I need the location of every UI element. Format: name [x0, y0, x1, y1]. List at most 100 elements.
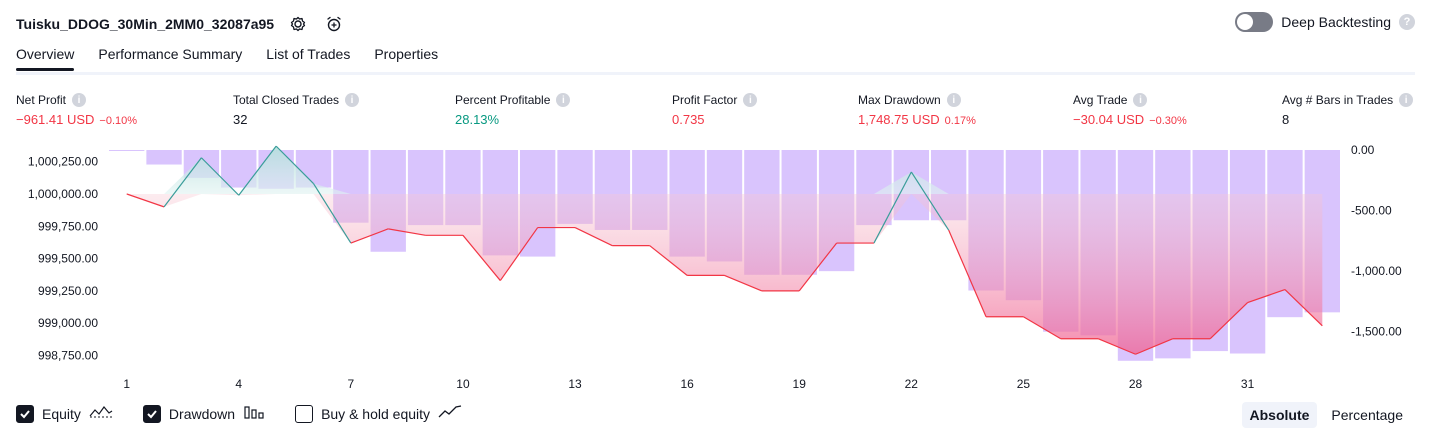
tab-overview[interactable]: Overview: [16, 46, 75, 71]
left-axis-tick: 999,500.00: [38, 252, 98, 266]
metric-avg-trade: Avg Trade i −30.04 USD −0.30%: [1073, 93, 1187, 127]
equity-segment: [910, 171, 950, 231]
metric-percent-profitable: Percent Profitable i 28.13%: [455, 93, 571, 127]
buy-hold-checkbox[interactable]: [295, 404, 314, 423]
legend-drawdown[interactable]: Drawdown: [142, 404, 265, 423]
equity-point: [163, 206, 165, 208]
metric-value: 1,748.75 USD: [858, 112, 940, 127]
x-axis-tick: 1: [123, 377, 130, 391]
equity-point: [1209, 338, 1211, 340]
equity-point: [1284, 289, 1286, 291]
equity-point: [537, 227, 539, 229]
equity-point: [387, 228, 389, 230]
strategy-header: Tuisku_DDOG_30Min_2MM0_32087a95: [16, 10, 346, 38]
equity-point: [911, 171, 913, 173]
equity-segment: [163, 157, 202, 208]
equity-point: [649, 245, 651, 247]
metric-value: 0.735: [672, 112, 705, 127]
equity-segment: [574, 227, 613, 247]
equity-segment: [462, 234, 501, 281]
x-axis-tick: 22: [905, 377, 919, 391]
drawdown-bar: [109, 150, 145, 151]
metric-label: Profit Factor: [672, 93, 738, 107]
metric-value: 32: [233, 112, 248, 127]
metric-net-profit: Net Profit i −961.41 USD −0.10%: [16, 93, 137, 127]
left-axis-tick: 1,000,250.00: [28, 155, 98, 169]
equity-point: [126, 193, 128, 195]
buy-hold-line-icon: [438, 404, 462, 423]
left-axis-tick: 999,750.00: [38, 219, 98, 233]
tab-properties[interactable]: Properties: [374, 46, 439, 62]
left-axis-tick: 1,000,000.00: [28, 187, 98, 201]
equity-segment: [798, 242, 838, 292]
equity-point: [425, 235, 427, 237]
equity-segment: [873, 171, 912, 244]
metric-label: Total Closed Trades: [233, 93, 340, 107]
metric-value: 28.13%: [455, 112, 500, 127]
help-icon[interactable]: i: [345, 93, 360, 107]
equity-point: [238, 194, 240, 196]
drawdown-checkbox[interactable]: [142, 404, 161, 423]
equity-point: [201, 157, 203, 159]
help-icon[interactable]: i: [72, 93, 87, 107]
chart-legend: Equity Drawdown Buy & hold equity: [16, 404, 462, 423]
help-icon[interactable]: i: [1133, 93, 1148, 107]
settings-icon[interactable]: [286, 12, 310, 36]
x-axis-tick: 28: [1129, 377, 1143, 391]
equity-point: [1023, 316, 1025, 318]
right-axis-tick: -1,000.00: [1351, 264, 1402, 278]
metric-avg-bars-in-trades: Avg # Bars in Trades i 8: [1282, 93, 1414, 127]
metric-percent: −0.30%: [1149, 115, 1187, 127]
legend-equity-label: Equity: [42, 405, 81, 422]
equity-segment: [649, 245, 688, 276]
equity-point: [686, 275, 688, 277]
strategy-title: Tuisku_DDOG_30Min_2MM0_32087a95: [16, 16, 275, 32]
help-icon[interactable]: i: [1399, 93, 1414, 107]
equity-chart[interactable]: 1,000,250.00 1,000,000.00 999,750.00 999,50…: [0, 140, 1431, 395]
metric-percent: 0.17%: [944, 115, 976, 127]
equity-point: [985, 316, 987, 318]
tab-bar: Overview Performance Summary List of Tra…: [16, 46, 439, 71]
tab-performance-summary[interactable]: Performance Summary: [98, 46, 243, 62]
metric-label: Avg # Bars in Trades: [1282, 93, 1394, 107]
x-axis-tick: 4: [235, 377, 242, 391]
equity-point: [836, 242, 838, 244]
tab-divider: [16, 72, 1415, 75]
equity-point: [275, 145, 277, 147]
help-icon[interactable]: i: [556, 93, 571, 107]
absolute-button[interactable]: Absolute: [1241, 402, 1318, 428]
equity-segment: [275, 145, 314, 185]
equity-point: [873, 242, 875, 244]
left-axis-tick: 999,000.00: [38, 316, 98, 330]
metric-value: −30.04 USD: [1073, 112, 1145, 127]
right-axis-tick: 0.00: [1351, 143, 1375, 157]
equity-segment: [388, 228, 426, 236]
equity-point: [462, 235, 464, 237]
equity-point: [1097, 338, 1099, 340]
equity-point: [1247, 302, 1249, 304]
scale-mode-switch: Absolute Percentage: [1241, 402, 1412, 428]
equity-segment: [312, 183, 352, 244]
tab-list-of-trades[interactable]: List of Trades: [266, 46, 351, 62]
legend-buy-hold[interactable]: Buy & hold equity: [295, 404, 462, 423]
percentage-button[interactable]: Percentage: [1331, 407, 1403, 423]
metric-value: −961.41 USD: [16, 112, 95, 127]
help-icon[interactable]: ?: [1399, 14, 1415, 30]
equity-point: [1172, 338, 1174, 340]
equity-point: [1322, 325, 1324, 327]
equity-point: [1060, 338, 1062, 340]
help-icon[interactable]: i: [743, 93, 758, 107]
add-alert-icon[interactable]: [322, 12, 346, 36]
equity-point: [612, 245, 614, 247]
equity-segment: [948, 229, 987, 317]
legend-drawdown-label: Drawdown: [168, 405, 236, 422]
equity-segment: [499, 227, 539, 281]
help-icon[interactable]: i: [946, 93, 961, 107]
legend-equity[interactable]: Equity: [16, 404, 113, 423]
equity-point: [724, 275, 726, 277]
deep-backtesting-toggle[interactable]: [1235, 12, 1274, 32]
x-axis-tick: 7: [348, 377, 355, 391]
metric-label: Net Profit: [16, 93, 67, 107]
equity-checkbox[interactable]: [16, 404, 34, 423]
left-axis-tick: 999,250.00: [38, 284, 98, 298]
